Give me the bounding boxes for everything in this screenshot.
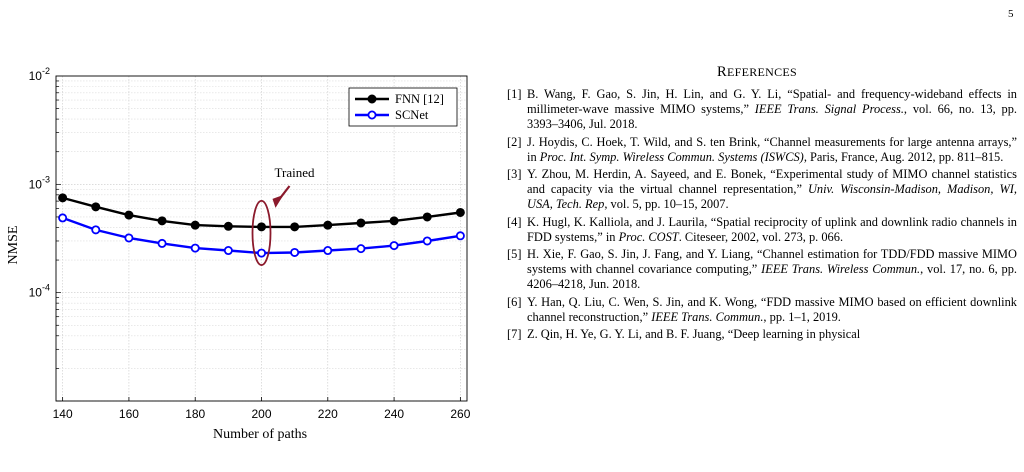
- trained-highlight-ellipse: [251, 199, 272, 266]
- reference-text: Y. Han, Q. Liu, C. Wen, S. Jin, and K. W…: [527, 294, 1017, 324]
- y-tick-exponent: -2: [42, 66, 50, 76]
- chart-legend: FNN [12] SCNet: [348, 87, 458, 127]
- references-heading: REFERENCES: [497, 64, 1017, 81]
- data-point: [256, 222, 266, 232]
- reference-number: [6]: [507, 294, 522, 309]
- references-section: REFERENCES [1] B. Wang, F. Gao, S. Jin, H…: [497, 64, 1017, 344]
- data-point: [389, 216, 399, 226]
- reference-text: . Citeseer, 2002, vol. 273, p. 066.: [678, 229, 844, 244]
- reference-item: [7] Z. Qin, H. Ye, G. Y. Li, and B. F. Ju…: [497, 327, 1017, 342]
- reference-text: , vol. 5, pp. 10–15, 2007.: [604, 197, 729, 212]
- reference-text: , vol. 17, no. 6, pp. 4206–4218, Jun. 20…: [527, 262, 1017, 292]
- page-number: 5: [1008, 8, 1014, 20]
- reference-text: Z. Qin, H. Ye, G. Y. Li, and B. F. Juang…: [527, 327, 861, 342]
- reference-number: [1]: [507, 87, 522, 101]
- reference-text: , pp. 1–1, 2019.: [763, 309, 841, 324]
- y-tick-exponent: -4: [42, 283, 50, 293]
- x-tick-label: 160: [119, 407, 139, 421]
- reference-item: [4] K. Hugl, K. Kalliola, and J. Laurila,…: [497, 215, 1017, 245]
- data-point: [124, 233, 134, 243]
- x-tick-label: 240: [384, 407, 404, 421]
- references-heading-initial: R: [716, 64, 727, 80]
- legend-marker: [367, 110, 377, 120]
- x-tick-label: 140: [53, 407, 73, 421]
- reference-venue: Univ. Wisconsin-Madison, Madison, WI, US…: [527, 182, 1017, 212]
- data-point: [58, 193, 68, 203]
- reference-text: B. Wang, F. Gao, S. Jin, H. Lin, and G. …: [527, 87, 1017, 117]
- data-point: [190, 243, 200, 253]
- reference-text: J. Hoydis, C. Hoek, T. Wild, and S. ten …: [527, 134, 1017, 164]
- trained-annotation-label: Trained: [275, 165, 315, 180]
- data-point: [290, 222, 300, 232]
- reference-text: Y. Zhou, M. Herdin, A. Sayeed, and E. Bo…: [527, 167, 1017, 197]
- data-point: [422, 212, 432, 222]
- reference-text: K. Hugl, K. Kalliola, and J. Laurila, “S…: [527, 214, 1017, 244]
- x-tick-label: 200: [251, 407, 271, 421]
- y-tick-base: 10: [29, 177, 43, 191]
- chart-series-group: [58, 193, 465, 258]
- references-heading-rest: EFERENCES: [726, 65, 798, 79]
- nmse-chart: Trained 140 160 180 200 220 240 26010-210-310-…: [6, 66, 471, 442]
- reference-text: H. Xie, F. Gao, S. Jin, J. Fang, and Y. …: [527, 247, 1017, 277]
- data-point: [323, 246, 333, 256]
- trained-arrow-head: [272, 194, 284, 208]
- legend-label: SCNet: [395, 108, 429, 122]
- legend-label: FNN [12]: [395, 92, 444, 106]
- legend-box: [348, 87, 458, 127]
- reference-text: , Paris, France, Aug. 2012, pp. 811–815.: [803, 149, 1004, 164]
- reference-number: [5]: [507, 247, 522, 262]
- reference-number: [3]: [507, 167, 522, 182]
- y-axis-label: NMSE: [6, 226, 21, 265]
- data-point: [323, 220, 333, 230]
- reference-venue: IEEE Trans. Wireless Commun.: [761, 262, 921, 277]
- data-point: [91, 225, 101, 235]
- data-point: [124, 210, 134, 220]
- reference-venue: IEEE Trans. Signal Process.: [754, 102, 904, 117]
- x-tick-label: 260: [450, 407, 470, 421]
- reference-item: [3] Y. Zhou, M. Herdin, A. Sayeed, and E.…: [497, 167, 1017, 213]
- x-axis-label: Number of paths: [213, 427, 307, 442]
- data-point: [422, 236, 432, 246]
- reference-item: [6] Y. Han, Q. Liu, C. Wen, S. Jin, and K…: [497, 295, 1017, 325]
- chart-annotation-group: Trained: [251, 165, 315, 266]
- reference-list: [1] B. Wang, F. Gao, S. Jin, H. Lin, and …: [497, 87, 1017, 342]
- reference-item: [2] J. Hoydis, C. Hoek, T. Wild, and S. t…: [497, 135, 1017, 165]
- y-tick-label: 10-4: [29, 283, 50, 300]
- data-point: [256, 248, 266, 258]
- y-tick-label: 10-3: [29, 174, 50, 191]
- x-tick-label: 180: [185, 407, 205, 421]
- data-point: [223, 221, 233, 231]
- reference-number: [7]: [507, 327, 522, 342]
- data-point: [389, 241, 399, 251]
- reference-item: [5] H. Xie, F. Gao, S. Jin, J. Fang, and …: [497, 247, 1017, 293]
- data-point: [157, 238, 167, 248]
- reference-text: , vol. 66, no. 13, pp. 3393–3406, Jul. 2…: [527, 102, 1017, 132]
- reference-venue: IEEE Trans. Commun.: [651, 309, 764, 324]
- reference-number: [4]: [507, 214, 522, 229]
- data-point: [190, 220, 200, 230]
- legend-marker: [367, 94, 377, 104]
- data-point: [356, 244, 366, 254]
- data-point: [455, 207, 465, 217]
- data-point: [223, 246, 233, 256]
- y-tick-base: 10: [29, 286, 43, 300]
- reference-item: [1] B. Wang, F. Gao, S. Jin, H. Lin, and …: [497, 87, 1017, 133]
- x-tick-label: 220: [318, 407, 338, 421]
- data-point: [157, 216, 167, 226]
- reference-venue: Proc. Int. Symp. Wireless Commun. System…: [539, 149, 804, 164]
- y-tick-label: 10-2: [29, 66, 50, 83]
- y-tick-base: 10: [29, 69, 43, 83]
- reference-number: [2]: [507, 134, 522, 149]
- data-point: [455, 231, 465, 241]
- y-tick-exponent: -3: [42, 174, 50, 184]
- data-point: [91, 202, 101, 212]
- data-point: [356, 218, 366, 228]
- reference-venue: Proc. COST: [618, 229, 679, 244]
- data-point: [290, 247, 300, 257]
- data-point: [58, 213, 68, 223]
